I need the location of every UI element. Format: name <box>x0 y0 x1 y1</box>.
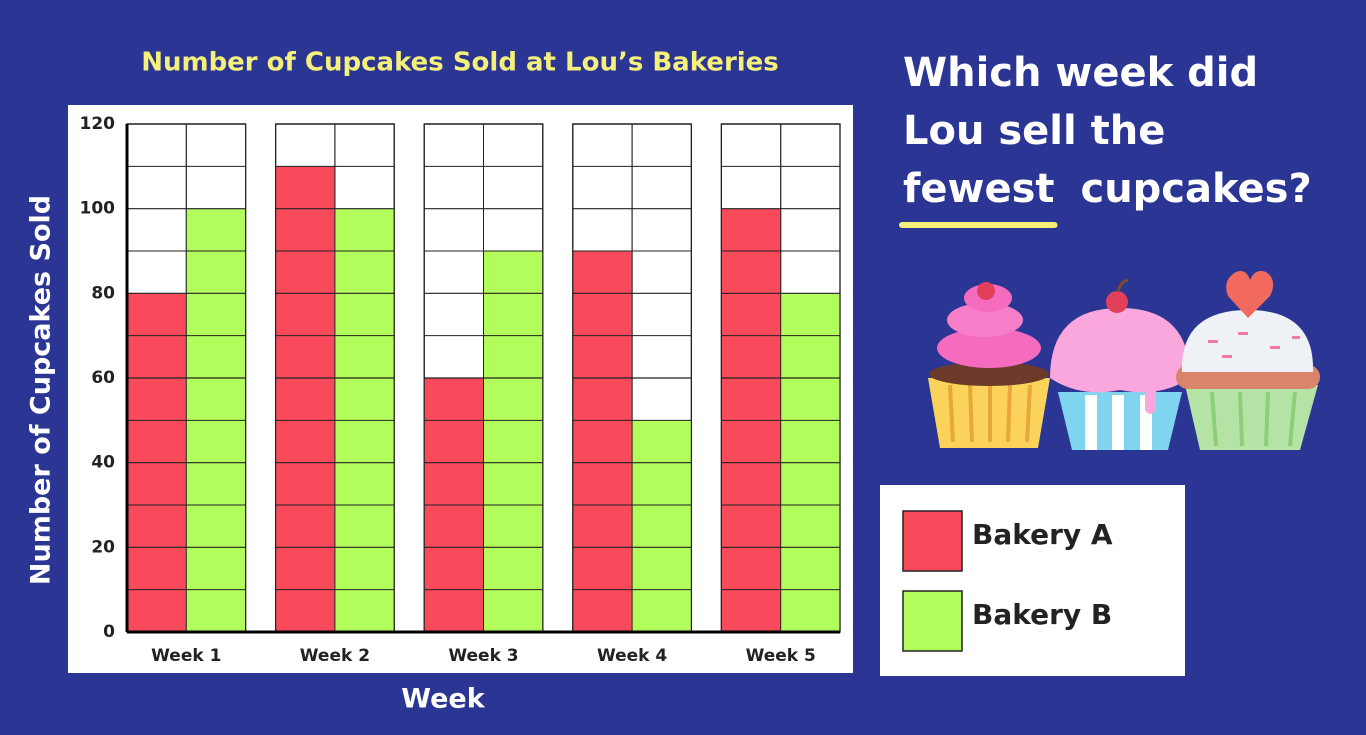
question: Which week did Lou sell the fewest cupca… <box>903 50 1312 212</box>
question-line: Which week did <box>903 50 1258 96</box>
bar <box>632 420 692 632</box>
y-tick-label: 20 <box>91 537 115 557</box>
legend-label: Bakery B <box>972 598 1112 631</box>
bar <box>483 251 543 632</box>
y-tick-label: 100 <box>80 199 116 219</box>
legend-entries: Bakery A Bakery B <box>902 510 1113 652</box>
legend-swatch <box>902 510 963 572</box>
question-line: Lou sell the <box>903 108 1165 154</box>
x-tick-label: Week 5 <box>746 646 816 666</box>
bar <box>275 166 335 633</box>
y-tick-label: 120 <box>80 114 116 134</box>
y-axis-label: Number of Cupcakes Sold <box>26 195 57 585</box>
question-end: cupcakes? <box>1080 166 1311 212</box>
cupcakes-illustration <box>928 271 1320 450</box>
plot-area: 0 20 40 60 80 100 120 Week 1 Week 2 Week 3 Week 4 W… <box>80 114 841 666</box>
x-tick-label: Week 3 <box>448 646 518 666</box>
x-axis-label: Week <box>401 684 485 715</box>
legend-swatch <box>902 590 963 652</box>
y-tick-label: 40 <box>91 453 115 473</box>
x-tick-label: Week 2 <box>300 646 370 666</box>
bar <box>572 251 633 632</box>
x-tick-label: Week 1 <box>151 646 221 666</box>
x-tick-label: Week 4 <box>597 646 667 666</box>
question-emphasis: fewest <box>903 166 1055 212</box>
legend-label: Bakery A <box>972 518 1113 551</box>
y-tick-label: 0 <box>103 622 115 642</box>
y-tick-label: 60 <box>91 368 115 388</box>
chart-title: Number of Cupcakes Sold at Lou’s Bakerie… <box>141 48 779 78</box>
y-tick-label: 80 <box>91 283 115 303</box>
